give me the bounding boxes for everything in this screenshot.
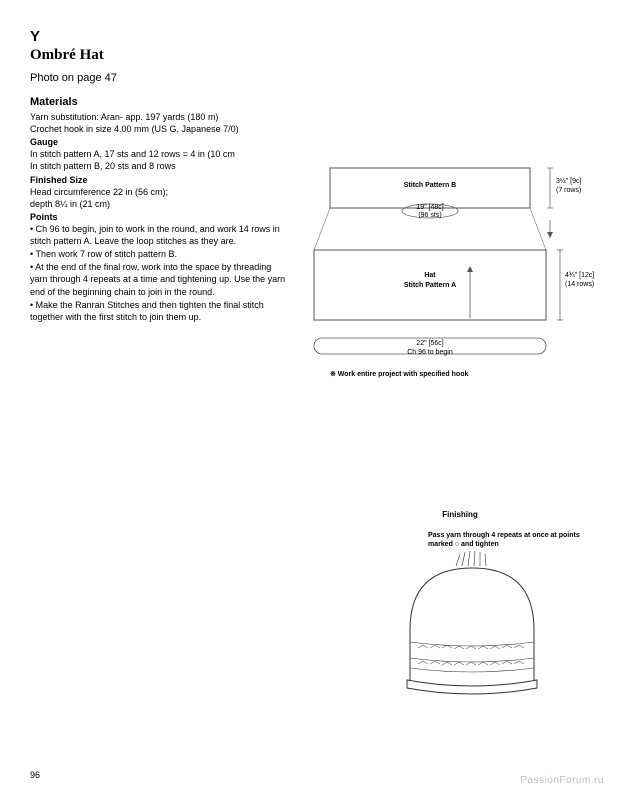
point-4: • Make the Ranran Stitches and then tigh…	[30, 299, 290, 323]
finishing-note-1: Pass yarn through 4 repeats at once at p…	[428, 532, 608, 540]
finishing-note-2: marked ○ and tighten	[428, 541, 608, 549]
gauge-heading: Gauge	[30, 137, 300, 147]
hat-label-2: Stitch Pattern A	[314, 282, 546, 289]
begin-2: Ch 96 to begin	[314, 349, 546, 356]
hat-svg	[380, 550, 580, 730]
watermark: PassionForum.ru	[520, 775, 604, 786]
page-number: 96	[30, 770, 40, 780]
hat-rows-1: 4¾" [12c]	[565, 272, 609, 279]
hat-label-1: Hat	[314, 272, 546, 279]
finished-size-2: depth 8¼ in (21 cm)	[30, 198, 290, 210]
hat-rows-2: (14 rows)	[565, 281, 609, 288]
pattern-title: Ombré Hat	[30, 47, 300, 64]
pattern-b-width: 19" [48c]	[400, 204, 460, 211]
gauge-line-2: In stitch pattern B, 20 sts and 8 rows	[30, 160, 290, 172]
project-note: ※ Work entire project with specified hoo…	[330, 370, 468, 378]
gauge-line-1: In stitch pattern A, 17 sts and 12 rows …	[30, 148, 290, 160]
photo-reference: Photo on page 47	[30, 72, 300, 84]
point-3: • At the end of the final row, work into…	[30, 261, 290, 297]
point-2: • Then work 7 row of stitch pattern B.	[30, 248, 290, 260]
pattern-b-rows-2: (7 rows)	[556, 187, 600, 194]
hook-text: Crochet hook in size 4.00 mm (US G, Japa…	[30, 123, 290, 135]
finishing-diagram: Finishing Pass yarn through 4 repeats at…	[380, 510, 600, 730]
finished-size-heading: Finished Size	[30, 175, 300, 185]
finished-size-1: Head circumference 22 in (56 cm);	[30, 186, 290, 198]
point-1: • Ch 96 to begin, join to work in the ro…	[30, 223, 290, 247]
points-heading: Points	[30, 212, 300, 222]
yarn-text: Yarn substitution: Aran- app. 197 yards …	[30, 111, 290, 123]
finishing-title: Finishing	[380, 510, 540, 519]
schematic-diagram: Stitch Pattern B 19" [48c] (96 sts) 3½" …	[300, 160, 600, 420]
materials-heading: Materials	[30, 96, 300, 108]
text-column: Y Ombré Hat Photo on page 47 Materials Y…	[30, 28, 300, 323]
page-root: Y Ombré Hat Photo on page 47 Materials Y…	[0, 0, 618, 800]
pattern-b-rows-1: 3½" [9c]	[556, 178, 600, 185]
schematic-svg	[300, 160, 600, 420]
pattern-letter: Y	[30, 28, 300, 45]
pattern-b-sts: (96 sts)	[400, 212, 460, 219]
begin-1: 22" [56c]	[314, 340, 546, 347]
pattern-b-label: Stitch Pattern B	[330, 182, 530, 189]
